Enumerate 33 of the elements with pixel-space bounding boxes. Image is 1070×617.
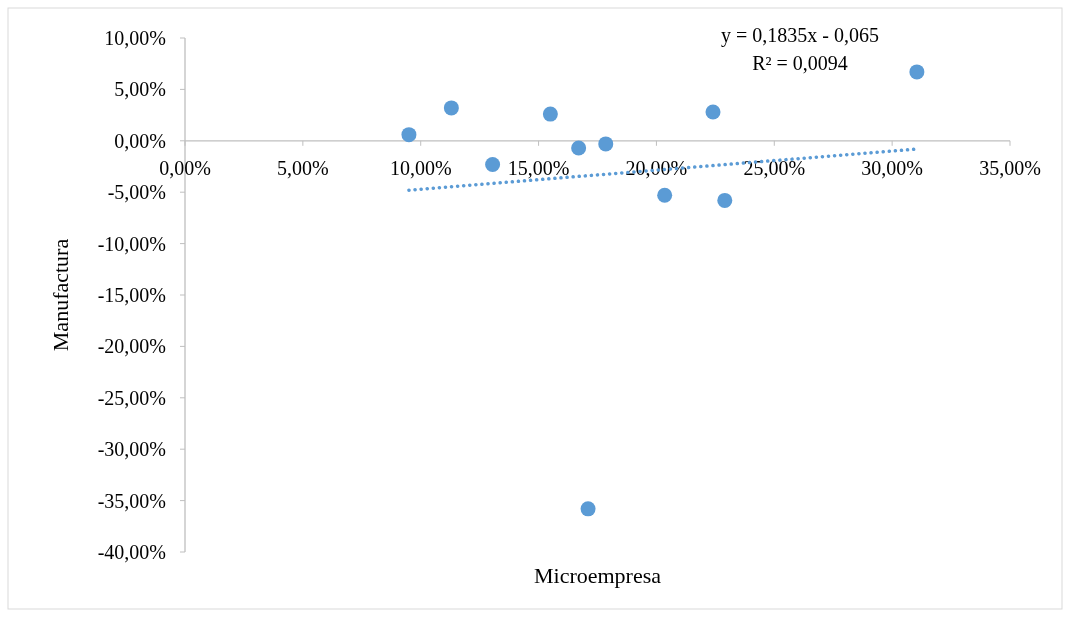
point bbox=[485, 156, 501, 172]
x-tick-label: 10,00% bbox=[389, 156, 452, 179]
x-tick-label: 0,00% bbox=[159, 156, 211, 179]
point bbox=[705, 104, 721, 120]
y-tick-label: -40,00% bbox=[97, 541, 166, 563]
point bbox=[443, 100, 459, 116]
y-tick-label: -35,00% bbox=[97, 489, 166, 512]
y-tick-label: -25,00% bbox=[97, 386, 166, 409]
x-tick-label: 30,00% bbox=[861, 156, 923, 179]
y-tick-label: -30,00% bbox=[97, 438, 166, 461]
y-tick-label: -15,00% bbox=[97, 284, 166, 306]
point bbox=[571, 140, 587, 156]
y-tick-label: 5,00% bbox=[114, 78, 166, 101]
y-tick-label: -10,00% bbox=[97, 232, 166, 255]
x-axis-title: Microempresa bbox=[533, 563, 662, 588]
y-tick-label: -20,00% bbox=[97, 335, 166, 358]
x-tick-label: 5,00% bbox=[277, 156, 329, 179]
y-tick-label: 10,00% bbox=[104, 27, 166, 49]
y-tick-label: -5,00% bbox=[107, 181, 166, 204]
point bbox=[598, 136, 614, 152]
point bbox=[909, 64, 925, 80]
point bbox=[401, 127, 417, 143]
annotation: R² = 0,0094 bbox=[752, 52, 848, 74]
y-axis-title: Manufactura bbox=[48, 238, 73, 352]
y-tick-label: 0,00% bbox=[114, 129, 166, 152]
x-tick-label: 25,00% bbox=[743, 156, 806, 179]
annotation: y = 0,1835x - 0,065 bbox=[721, 24, 879, 47]
point bbox=[580, 501, 596, 517]
x-tick-label: 35,00% bbox=[979, 156, 1041, 179]
point bbox=[657, 187, 673, 203]
point bbox=[717, 192, 733, 208]
point bbox=[542, 106, 558, 122]
x-tick-label: 15,00% bbox=[507, 156, 570, 179]
